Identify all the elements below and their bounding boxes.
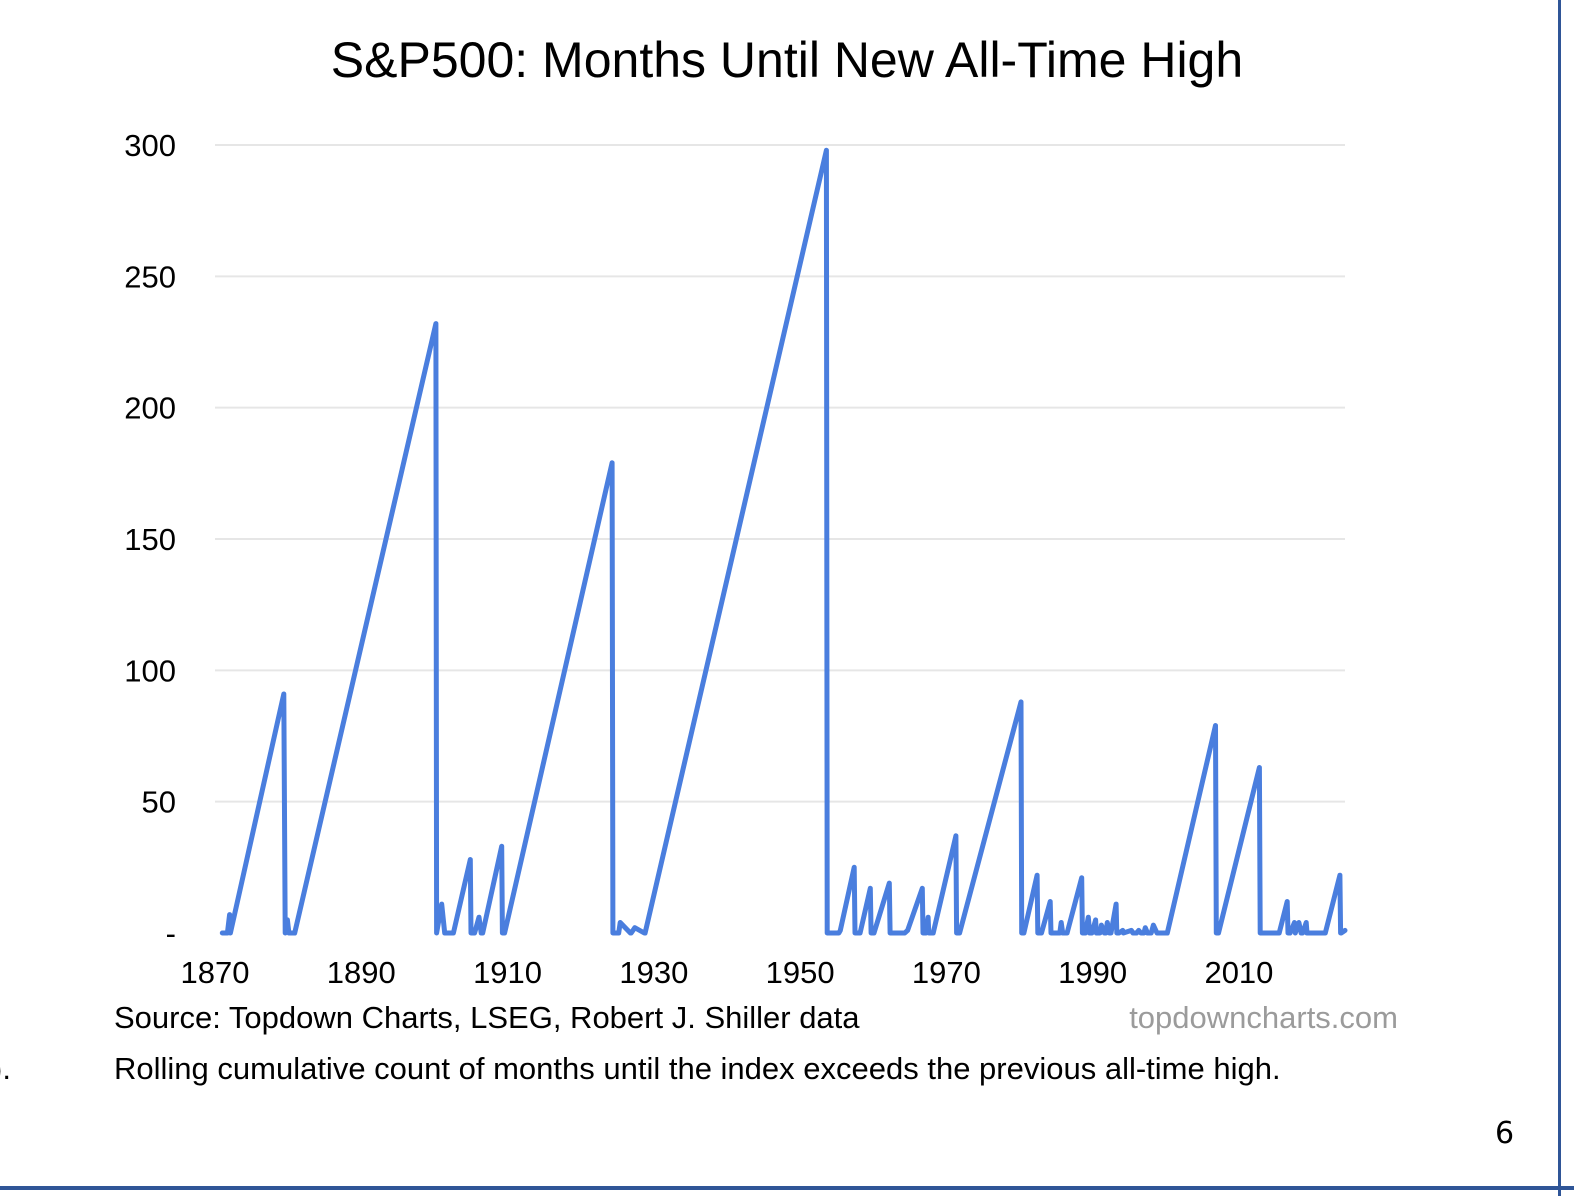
source-note: Source: Topdown Charts, LSEG, Robert J. … <box>114 1000 860 1035</box>
x-tick-label-1890: 1890 <box>327 955 396 990</box>
x-axis-ticks: 1870 1890 1910 1930 1950 1970 1990 2010 <box>181 955 1274 990</box>
page-number: 6 <box>1495 1116 1515 1151</box>
watermark: topdowncharts.com <box>1129 1000 1398 1035</box>
grid-lines <box>215 144 1345 803</box>
y-tick-label-0: - <box>166 916 176 951</box>
footnote-marker: ). <box>0 1051 11 1086</box>
x-tick-label-2010: 2010 <box>1204 955 1273 990</box>
x-tick-label-1970: 1970 <box>912 955 981 990</box>
series-layer <box>219 147 1348 936</box>
y-tick-label-200: 200 <box>124 391 176 426</box>
y-tick-label-100: 100 <box>124 653 176 688</box>
chart-title: S&P500: Months Until New All-Time High <box>331 32 1243 88</box>
y-tick-label-250: 250 <box>124 259 176 294</box>
x-tick-label-1990: 1990 <box>1058 955 1127 990</box>
x-tick-label-1950: 1950 <box>766 955 835 990</box>
series-line-months-until-ath <box>219 147 1348 936</box>
x-tick-label-1910: 1910 <box>473 955 542 990</box>
y-tick-label-300: 300 <box>124 128 176 163</box>
x-tick-label-1930: 1930 <box>619 955 688 990</box>
y-axis-ticks: - 50 100 150 200 250 300 <box>124 128 176 951</box>
y-tick-label-150: 150 <box>124 522 176 557</box>
x-tick-label-1870: 1870 <box>181 955 250 990</box>
line-chart: S&P500: Months Until New All-Time High -… <box>124 32 1348 990</box>
footnote: Rolling cumulative count of months until… <box>114 1051 1281 1086</box>
slide-bottom-border <box>0 1186 1574 1190</box>
slide-right-border <box>1558 0 1561 1196</box>
y-tick-label-50: 50 <box>142 785 176 820</box>
